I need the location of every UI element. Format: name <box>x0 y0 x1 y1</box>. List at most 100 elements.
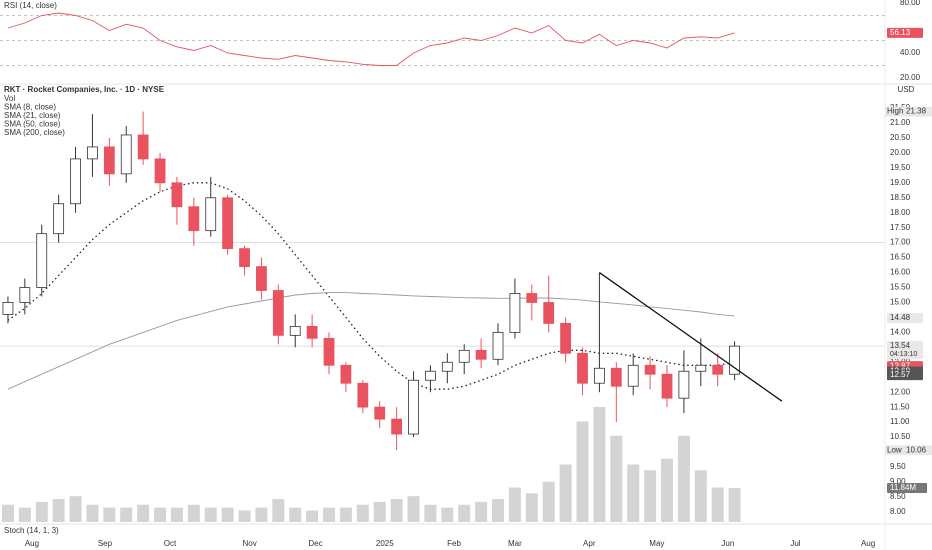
price-tag-value: 12.57 <box>890 370 911 379</box>
volume-bar <box>644 470 657 522</box>
volume-bar <box>137 504 150 522</box>
volume-bar <box>661 458 674 522</box>
volume-bar <box>339 507 352 522</box>
price-tag-time: 04:13:10 <box>890 351 917 358</box>
y-tick-label: 10.50 <box>890 432 911 441</box>
price-tag <box>887 313 923 324</box>
candle-body <box>154 158 166 184</box>
candle-body <box>594 367 605 384</box>
volume-bar <box>1 504 14 522</box>
volume-bar <box>576 421 589 522</box>
y-tick-label: 8.00 <box>890 507 906 516</box>
volume-bar <box>711 487 724 522</box>
candle-body <box>188 206 200 232</box>
volume-bar <box>441 507 454 522</box>
volume-bar <box>52 499 65 522</box>
volume-tag <box>887 482 927 493</box>
rsi-title: RSI (14, close) <box>4 1 57 10</box>
y-tick-label: 20.00 <box>890 148 911 157</box>
y-tick-label: 9.00 <box>890 477 906 486</box>
candle-body <box>239 248 250 267</box>
price-tag-value: 21.38 <box>906 107 927 116</box>
price-tag <box>885 106 932 117</box>
candle-body <box>678 370 690 399</box>
legend-entry: Vol <box>4 94 15 103</box>
price-tag <box>885 445 932 456</box>
price-tag-value: 13.54 <box>890 341 911 350</box>
price-tag-caption: Low <box>887 445 902 454</box>
volume-bar <box>69 496 82 522</box>
candle-body <box>475 349 487 360</box>
candle-body <box>323 337 335 366</box>
volume-bar <box>694 470 707 522</box>
candle-body <box>526 293 538 303</box>
candle-body <box>627 364 639 387</box>
volume-bar <box>289 507 302 522</box>
volume-bar <box>323 507 336 522</box>
candle-body <box>644 364 656 375</box>
legend-entry: SMA (50, close) <box>4 120 61 129</box>
volume-bar <box>458 504 471 522</box>
x-tick-label: Nov <box>242 539 256 548</box>
price-tag-value: 14.48 <box>890 313 911 322</box>
volume-bar <box>542 481 555 522</box>
volume-bar <box>255 507 268 522</box>
candle-body <box>441 361 453 372</box>
candle-body <box>53 203 65 235</box>
y-tick-label: 11.00 <box>890 417 910 426</box>
y-tick-label: 19.00 <box>890 178 911 187</box>
volume-bar <box>170 507 183 522</box>
candle-body <box>103 146 115 175</box>
candle-body <box>729 345 740 375</box>
stoch-title: Stoch (14, 1, 3) <box>4 526 59 535</box>
trendline <box>599 272 783 402</box>
price-tag <box>887 370 923 381</box>
candle-body <box>391 418 403 435</box>
volume-bar <box>407 496 420 522</box>
volume-bar <box>593 407 606 522</box>
x-tick-label: 2025 <box>376 539 394 548</box>
candle-body <box>509 293 521 333</box>
candle-body <box>661 373 673 399</box>
price-tag-value: 10.06 <box>906 445 927 454</box>
candle-body <box>357 382 369 408</box>
rsi-line <box>7 12 735 66</box>
volume-bar <box>154 507 167 522</box>
candle-body <box>712 364 724 375</box>
y-tick-label: 8.50 <box>890 492 906 501</box>
volume-bar <box>728 487 741 522</box>
x-tick-label: May <box>649 539 664 548</box>
y-tick-label: 14.00 <box>890 327 911 336</box>
candle-body <box>695 364 707 372</box>
candle-body <box>137 134 149 160</box>
volume-bar <box>120 507 133 522</box>
rsi-tick-label: 20.00 <box>900 73 921 82</box>
candle-body <box>272 290 284 336</box>
rsi-tick-label: 80.00 <box>900 0 921 7</box>
volume-bar <box>86 504 99 522</box>
volume-bar <box>627 464 640 522</box>
chart-title: RKT · Rocket Companies, Inc. · 1D · NYSE <box>4 85 165 94</box>
volume-bar <box>559 464 572 522</box>
y-tick-label: 9.50 <box>890 462 906 471</box>
y-tick-label: 16.50 <box>890 253 911 262</box>
volume-bar <box>272 499 285 522</box>
x-tick-label: Jul <box>790 539 800 548</box>
y-tick-label: 19.50 <box>890 163 911 172</box>
volume-bar <box>221 507 234 522</box>
candle-body <box>36 233 48 288</box>
candle-body <box>374 406 386 420</box>
candle-body <box>543 302 555 324</box>
candle-body <box>492 331 504 360</box>
candle-body <box>205 197 217 232</box>
candle-body <box>120 134 132 175</box>
candle-body <box>408 379 419 435</box>
volume-bar <box>610 435 623 522</box>
candle-body <box>340 364 352 384</box>
x-tick-label: Feb <box>447 539 461 548</box>
x-tick-label: Aug <box>861 539 875 548</box>
candle-body <box>171 182 183 208</box>
candle-body <box>2 302 14 315</box>
price-tag <box>887 341 923 360</box>
